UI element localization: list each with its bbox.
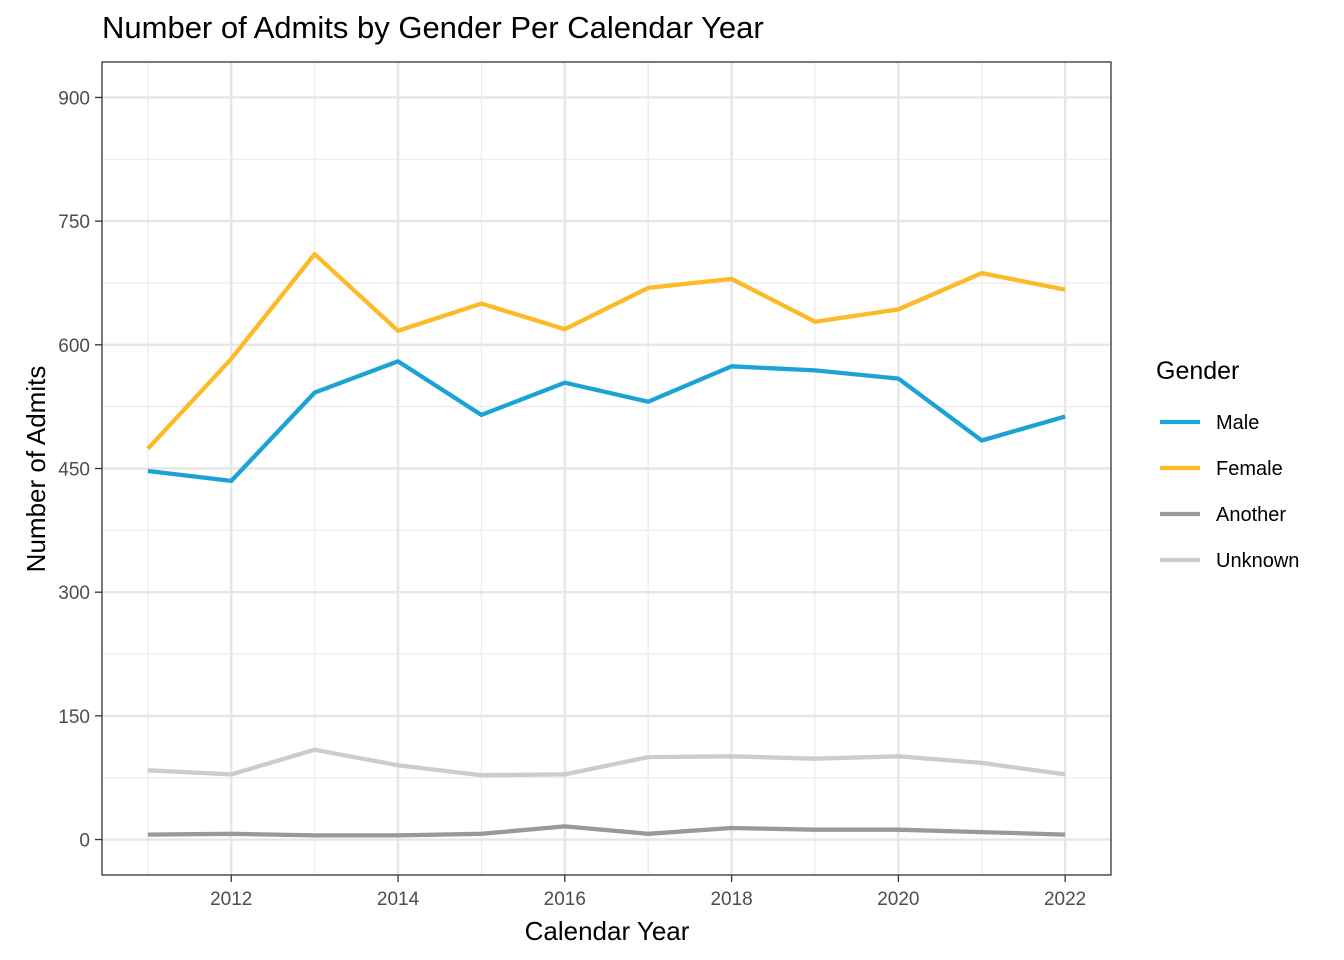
legend-label-male: Male bbox=[1216, 412, 1259, 434]
legend-title: Gender bbox=[1156, 357, 1239, 385]
legend-label-unknown: Unknown bbox=[1216, 550, 1299, 572]
series-lines bbox=[146, 251, 1066, 838]
x-tick-label: 2018 bbox=[710, 889, 752, 910]
y-tick-label: 300 bbox=[58, 583, 90, 604]
x-axis-title: Calendar Year bbox=[525, 916, 690, 946]
series-line-unknown bbox=[147, 747, 1066, 778]
y-axis: 0 150 300 450 600 750 900 bbox=[58, 88, 102, 852]
series-line-male bbox=[147, 359, 1066, 484]
y-tick-label: 600 bbox=[58, 336, 90, 357]
legend: Gender Male Female Another Unknown bbox=[1156, 357, 1299, 572]
x-tick-label: 2014 bbox=[377, 889, 420, 910]
series-line-another bbox=[147, 824, 1066, 838]
x-tick-label: 2020 bbox=[877, 889, 919, 910]
y-axis-title: Number of Admits bbox=[21, 366, 51, 573]
x-axis: 2012 2014 2016 2018 2020 2022 bbox=[210, 875, 1086, 910]
y-tick-label: 0 bbox=[79, 831, 90, 852]
y-tick-label: 450 bbox=[58, 460, 90, 481]
legend-label-another: Another bbox=[1216, 504, 1286, 526]
x-tick-label: 2016 bbox=[544, 889, 586, 910]
chart-title: Number of Admits by Gender Per Calendar … bbox=[102, 10, 764, 45]
y-tick-label: 900 bbox=[58, 88, 90, 109]
y-tick-label: 150 bbox=[58, 707, 90, 728]
x-tick-label: 2022 bbox=[1044, 889, 1086, 910]
series-line-female bbox=[146, 251, 1066, 451]
x-tick-label: 2012 bbox=[210, 889, 252, 910]
y-tick-label: 750 bbox=[58, 212, 90, 233]
legend-label-female: Female bbox=[1216, 458, 1283, 480]
major-gridlines bbox=[102, 62, 1111, 875]
